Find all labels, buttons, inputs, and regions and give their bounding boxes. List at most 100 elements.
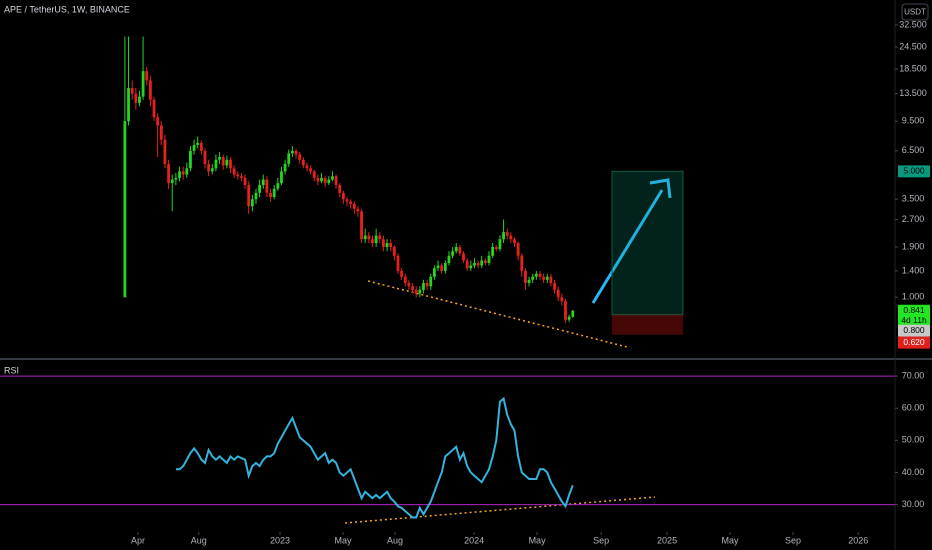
candle-body xyxy=(513,239,516,244)
candle-body xyxy=(549,276,553,283)
candle-body xyxy=(214,159,218,169)
candle-body xyxy=(363,235,367,240)
rsi-y-tick-label: 50.00 xyxy=(902,435,925,445)
y-tick-label: 18.500 xyxy=(899,63,927,73)
candle-body xyxy=(411,286,414,290)
candle-body xyxy=(218,157,221,160)
candle-body xyxy=(352,203,356,209)
candle-body xyxy=(294,150,298,155)
candle-body xyxy=(564,301,567,320)
candle-body xyxy=(130,88,134,94)
candle-body xyxy=(203,150,207,164)
candle-body xyxy=(316,177,320,182)
candle-body xyxy=(236,174,240,177)
candle-body xyxy=(341,192,345,200)
candle-body xyxy=(443,262,447,271)
price-badge-label: 0.841 xyxy=(903,305,925,315)
y-tick-label: 1.000 xyxy=(902,292,925,302)
rsi-y-tick-label: 70.00 xyxy=(902,370,925,380)
x-tick-label: May xyxy=(529,535,547,545)
candle-body xyxy=(553,282,556,290)
candle-body xyxy=(323,177,327,184)
candle-body xyxy=(309,168,312,172)
y-tick-label: 9.500 xyxy=(902,116,925,126)
candle-body xyxy=(301,159,305,166)
candle-body xyxy=(476,262,480,266)
chart-title: APE / TetherUS, 1W, BINANCE xyxy=(4,4,130,14)
rsi-label: RSI xyxy=(4,365,19,375)
candle-body xyxy=(312,171,316,178)
candle-body xyxy=(207,163,211,172)
candle-body xyxy=(498,239,502,250)
candle-body xyxy=(327,179,331,184)
candle-body xyxy=(138,96,141,103)
rsi-y-tick-label: 30.00 xyxy=(902,499,925,509)
candle-body xyxy=(400,270,404,277)
candle-body xyxy=(189,150,192,169)
candle-body xyxy=(356,208,360,212)
y-tick-label: 32.500 xyxy=(899,19,927,29)
candle-body xyxy=(181,171,185,175)
candle-body xyxy=(196,142,200,146)
candle-body xyxy=(418,289,422,294)
candle-body xyxy=(534,273,538,277)
candle-body xyxy=(185,168,189,175)
target-zone xyxy=(611,170,684,316)
candle-body xyxy=(414,289,418,294)
candle-body xyxy=(290,150,294,154)
y-tick-label: 24.500 xyxy=(899,41,927,51)
candle-body xyxy=(473,262,476,266)
candle-body xyxy=(163,139,167,164)
candle-body xyxy=(265,179,269,193)
x-tick-label: Apr xyxy=(131,535,145,545)
candle-body xyxy=(516,243,520,256)
candle-body xyxy=(403,276,407,283)
candle-body xyxy=(425,282,429,287)
candle-body xyxy=(225,159,229,166)
candle-body xyxy=(407,282,411,287)
candle-body xyxy=(454,247,458,252)
candle-body xyxy=(240,176,243,178)
candle-body xyxy=(520,255,524,271)
x-tick-label: Aug xyxy=(191,535,207,545)
candle-body xyxy=(527,279,531,283)
price-badge xyxy=(898,336,930,349)
price-badge xyxy=(898,304,930,327)
candle-body xyxy=(374,235,378,244)
candle-body xyxy=(389,243,393,248)
candle-body xyxy=(199,142,203,151)
candle-body xyxy=(320,177,323,182)
candle-body xyxy=(349,201,353,204)
candle-body xyxy=(436,265,440,269)
currency-button[interactable] xyxy=(901,3,929,21)
candle-body xyxy=(483,260,487,263)
candle-body xyxy=(447,255,451,263)
currency[interactable]: USDT xyxy=(904,8,926,17)
candle-body xyxy=(378,235,382,240)
candle-body xyxy=(232,168,236,175)
candle-body xyxy=(334,176,338,185)
candle-body xyxy=(509,235,513,240)
candle-body xyxy=(178,171,181,178)
price-badge xyxy=(898,324,930,337)
candle-body xyxy=(382,239,385,248)
candle-body xyxy=(305,165,309,169)
rsi-trendline xyxy=(344,496,656,524)
candle-body xyxy=(258,184,262,193)
candle-body xyxy=(360,211,363,240)
y-tick-label: 1.900 xyxy=(902,241,925,251)
candle-body xyxy=(451,251,454,256)
candle-body xyxy=(174,177,178,180)
x-tick-label: May xyxy=(722,535,740,545)
candle-body xyxy=(276,183,280,189)
y-tick-label: 13.500 xyxy=(899,88,927,98)
candle-body xyxy=(152,99,156,118)
x-tick-label: 2026 xyxy=(848,535,868,545)
candle-body xyxy=(560,297,564,302)
candle-body xyxy=(465,260,469,269)
y-tick-label: 6.500 xyxy=(902,145,925,155)
candle-body xyxy=(440,265,444,271)
